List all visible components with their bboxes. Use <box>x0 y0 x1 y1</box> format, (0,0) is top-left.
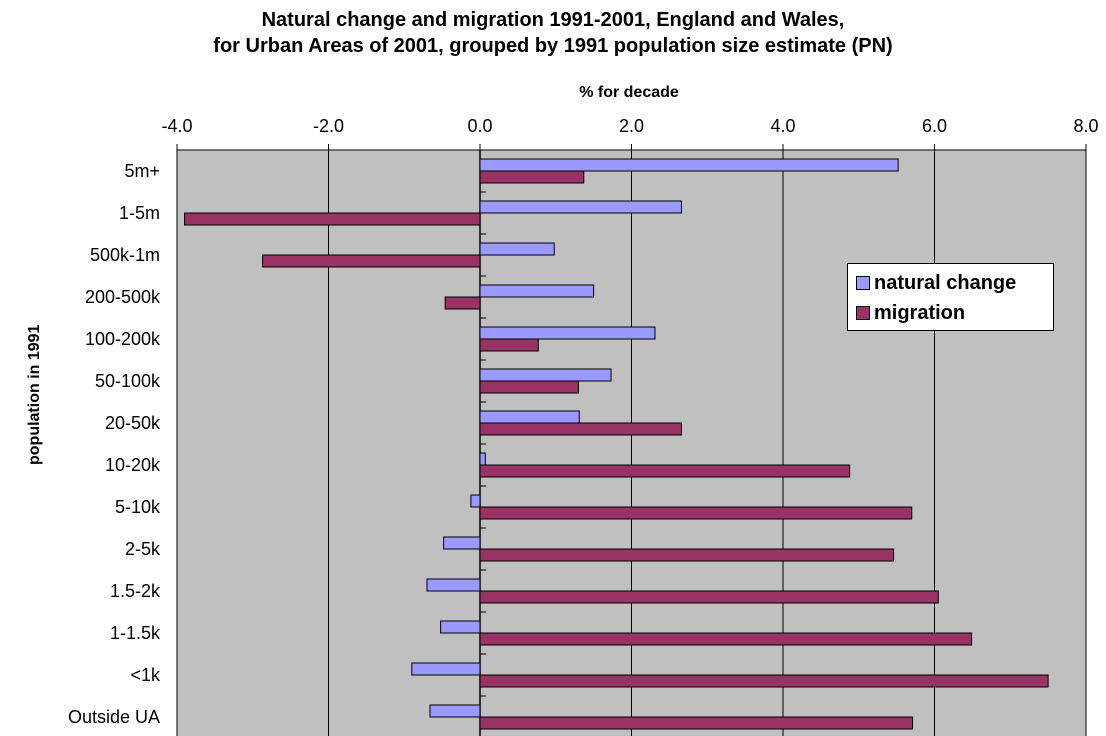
x-tick-label: 4.0 <box>770 116 795 136</box>
x-tick-label: -2.0 <box>313 116 344 136</box>
x-tick-label: 8.0 <box>1073 116 1098 136</box>
bar-migration <box>479 506 913 520</box>
bar-natural-change <box>479 452 486 466</box>
y-category-label: 2-5k <box>125 539 161 559</box>
y-category-label: 1.5-2k <box>110 581 161 601</box>
bar-migration <box>184 212 481 226</box>
bar-migration <box>479 716 914 730</box>
y-category-label: 100-200k <box>85 329 161 349</box>
bar-migration <box>479 422 682 436</box>
bar-migration <box>479 380 579 394</box>
bar-migration <box>479 674 1049 688</box>
legend-swatch-natural-change <box>856 276 870 290</box>
y-category-label: 5m+ <box>124 161 160 181</box>
bar-natural-change <box>479 158 899 172</box>
y-category-label: 500k-1m <box>90 245 160 265</box>
chart-title-line1: Natural change and migration 1991-2001, … <box>261 9 845 31</box>
bar-migration <box>479 464 851 478</box>
bar-migration <box>479 632 973 646</box>
legend: natural change migration <box>847 263 1054 331</box>
bar-migration <box>479 548 895 562</box>
bar-natural-change <box>479 242 555 256</box>
bar-migration <box>479 590 939 604</box>
bar-natural-change <box>479 326 656 340</box>
bar-natural-change <box>479 410 580 424</box>
legend-item-migration: migration <box>856 302 965 324</box>
y-category-label: 10-20k <box>105 455 161 475</box>
y-category-label: 50-100k <box>95 371 161 391</box>
x-tick-label: -4.0 <box>161 116 192 136</box>
y-category-label: <1k <box>130 665 161 685</box>
bar-migration <box>262 254 481 268</box>
bar-natural-change <box>470 494 481 508</box>
legend-label-natural-change: natural change <box>874 272 1017 294</box>
bar-natural-change <box>479 284 595 298</box>
bar-natural-change <box>479 368 612 382</box>
bar-natural-change <box>411 662 481 676</box>
y-category-label: 200-500k <box>85 287 161 307</box>
x-tick-label: 0.0 <box>467 116 492 136</box>
bar-natural-change <box>429 704 481 718</box>
bar-migration <box>444 296 481 310</box>
y-category-label: 20-50k <box>105 413 161 433</box>
x-tick-label: 6.0 <box>922 116 947 136</box>
x-tick-label: 2.0 <box>619 116 644 136</box>
y-category-label: Outside UA <box>68 707 160 727</box>
bar-natural-change <box>479 200 682 214</box>
chart-title-line2: for Urban Areas of 2001, grouped by 1991… <box>213 35 893 57</box>
legend-swatch-migration <box>856 306 870 320</box>
legend-item-natural-change: natural change <box>856 272 1016 294</box>
x-axis-title: % for decade <box>579 84 679 101</box>
y-category-label: 1-1.5k <box>110 623 161 643</box>
legend-label-migration: migration <box>874 302 966 324</box>
y-category-label: 1-5m <box>119 203 160 223</box>
bar-natural-change <box>443 536 481 550</box>
bar-natural-change <box>440 620 481 634</box>
y-category-label: 5-10k <box>115 497 161 517</box>
bar-natural-change <box>426 578 481 592</box>
bar-migration <box>479 338 539 352</box>
bar-migration <box>479 170 585 184</box>
